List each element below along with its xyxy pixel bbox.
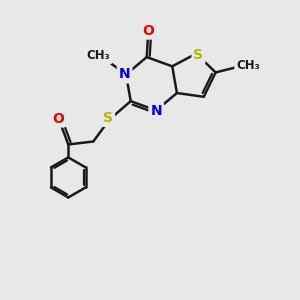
Text: O: O [142,24,154,38]
Text: CH₃: CH₃ [236,58,260,72]
Text: CH₃: CH₃ [87,50,110,62]
Text: S: S [194,48,203,62]
Text: O: O [52,112,64,125]
Text: S: S [103,111,113,125]
Text: N: N [150,104,162,118]
Text: N: N [119,68,130,82]
